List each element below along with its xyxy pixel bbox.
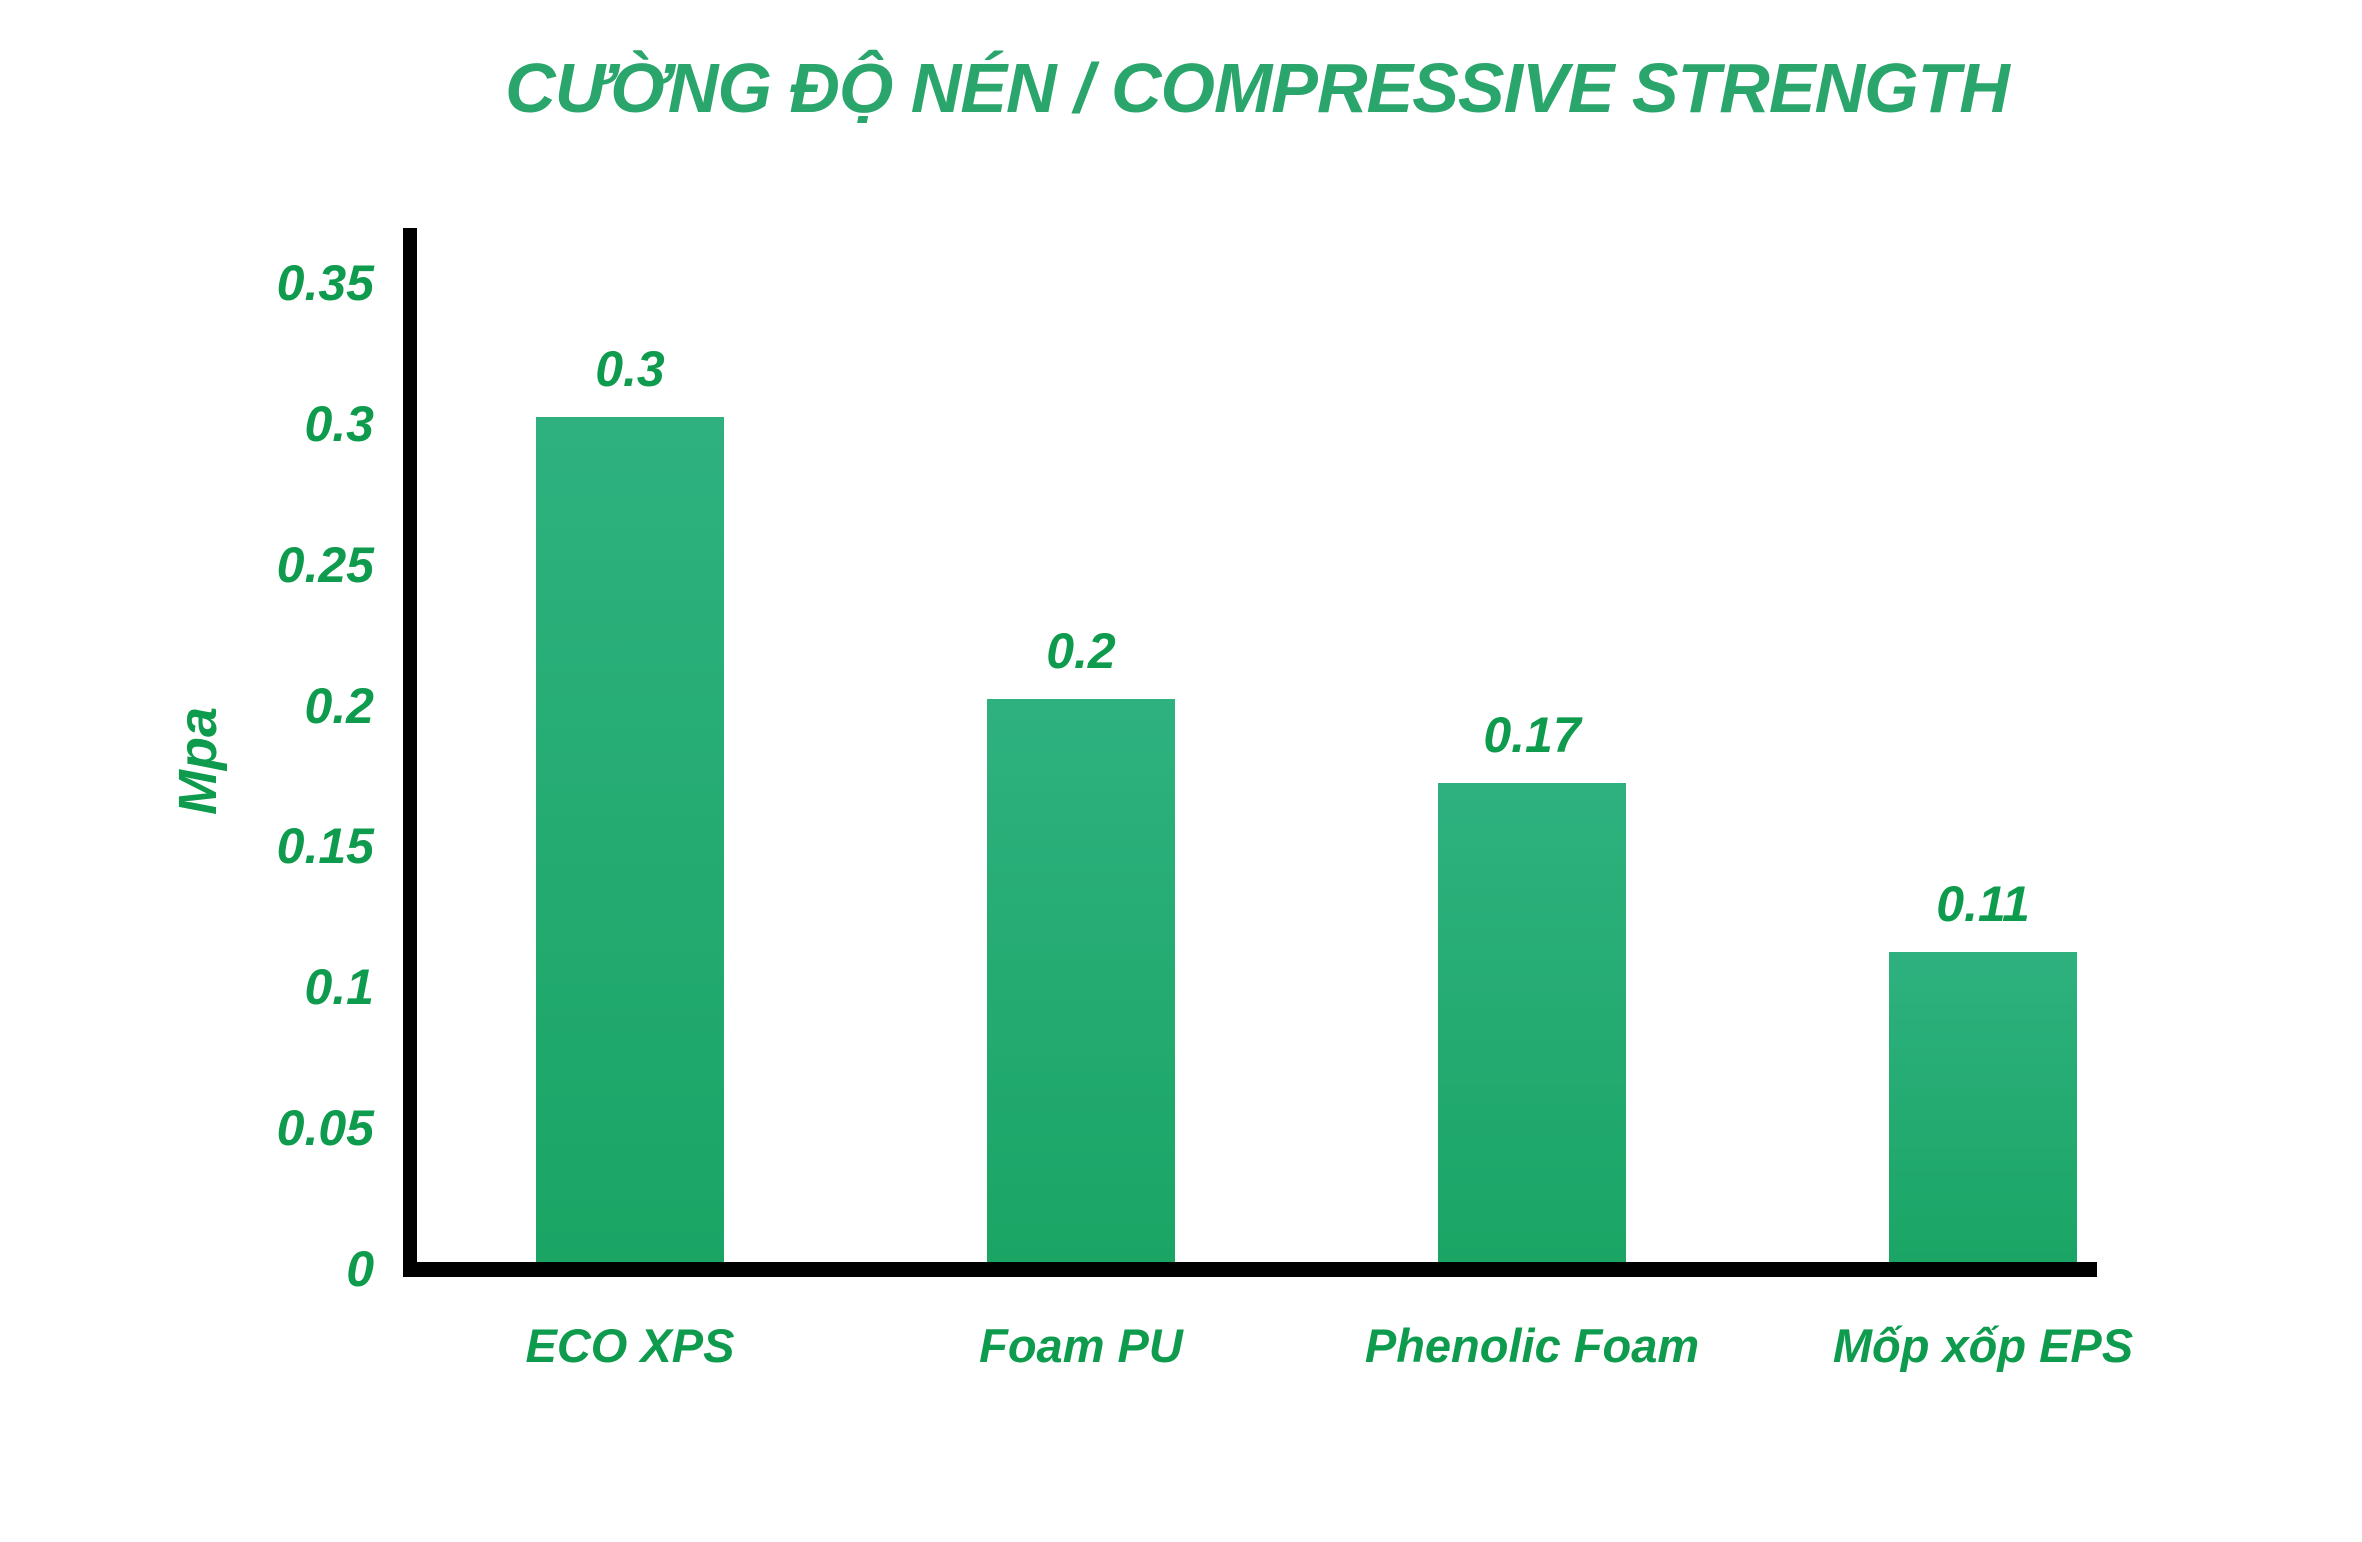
- y-tick-label: 0.1: [304, 959, 374, 1016]
- category-label: Foam PU: [979, 1319, 1183, 1372]
- y-tick-label: 0.15: [276, 818, 374, 875]
- y-tick-label: 0.2: [304, 677, 374, 734]
- y-axis-line: [403, 228, 417, 1277]
- category-label: Mốp xốp EPS: [1832, 1319, 2134, 1372]
- y-tick-label: 0.25: [276, 536, 374, 593]
- y-tick-label: 0.05: [276, 1100, 374, 1157]
- bar-value-label: 0.2: [1046, 623, 1116, 679]
- bar-value-label: 0.11: [1936, 876, 2030, 932]
- category-label: Phenolic Foam: [1364, 1319, 1700, 1372]
- y-tick-label: 0.35: [276, 255, 374, 312]
- bar: [1889, 952, 2077, 1262]
- y-tick-label: 0: [346, 1241, 374, 1297]
- bar-value-label: 0.3: [595, 341, 665, 397]
- category-label: ECO XPS: [525, 1319, 735, 1372]
- bar: [987, 699, 1175, 1262]
- bar: [536, 417, 724, 1262]
- x-axis-line: [403, 1262, 2097, 1277]
- bar-value-label: 0.17: [1483, 707, 1581, 763]
- bar: [1438, 783, 1626, 1262]
- y-tick-label: 0.3: [304, 395, 374, 452]
- chart-title: CƯỜNG ĐỘ NÉN / COMPRESSIVE STRENGTH: [505, 49, 2010, 127]
